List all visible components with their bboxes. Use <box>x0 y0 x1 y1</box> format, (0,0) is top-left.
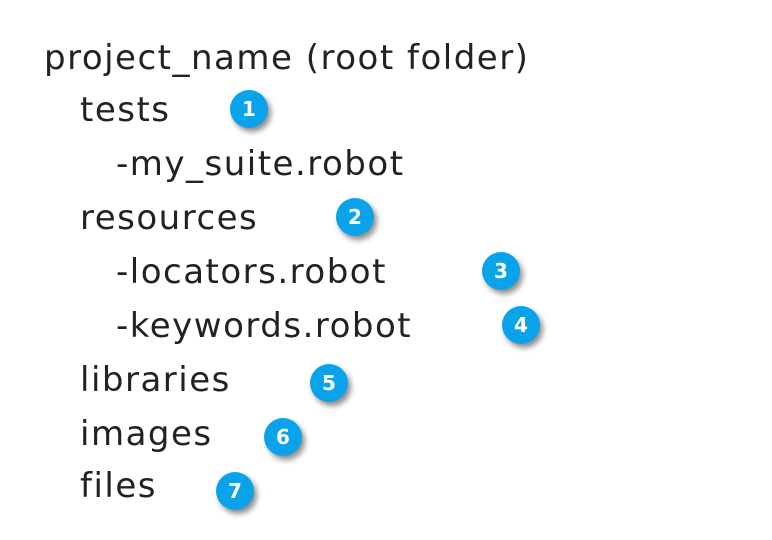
number-badge-3: 3 <box>482 252 520 290</box>
folder-images: images <box>80 414 213 454</box>
number-badge-4: 4 <box>502 306 540 344</box>
file-keywords: -keywords.robot <box>116 306 413 346</box>
number-badge-2: 2 <box>336 198 374 236</box>
file-locators: -locators.robot <box>116 252 387 292</box>
folder-files: files <box>80 466 157 506</box>
file-my-suite: -my_suite.robot <box>116 144 405 184</box>
root-folder-label: project_name (root folder) <box>44 38 530 78</box>
number-badge-5: 5 <box>310 364 348 402</box>
folder-resources: resources <box>80 198 259 238</box>
folder-tests: tests <box>80 90 171 130</box>
folder-libraries: libraries <box>80 360 231 400</box>
number-badge-7: 7 <box>216 472 254 510</box>
number-badge-6: 6 <box>264 418 302 456</box>
number-badge-1: 1 <box>230 90 268 128</box>
